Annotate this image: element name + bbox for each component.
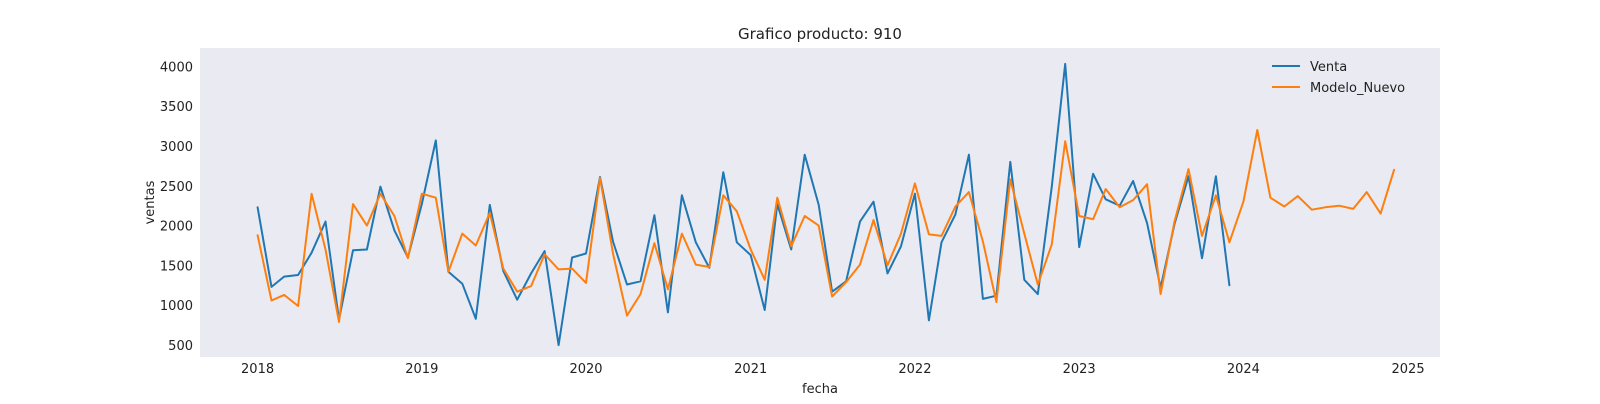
y-tick-label: 1500 <box>160 259 193 274</box>
y-tick-label: 1000 <box>160 299 193 314</box>
x-tick-label: 2018 <box>241 362 274 377</box>
legend: Venta Modelo_Nuevo <box>1272 60 1405 96</box>
x-axis-label: fecha <box>802 382 838 397</box>
x-tick-label: 2023 <box>1063 362 1096 377</box>
series-line-venta <box>256 62 1231 347</box>
series-line-modelo-nuevo <box>256 129 1396 323</box>
x-tick-label: 2025 <box>1392 362 1425 377</box>
x-tick-label: 2020 <box>569 362 602 377</box>
y-axis: 500 1000 1500 2000 2500 3000 3500 4000 <box>160 60 193 354</box>
x-tick-label: 2019 <box>405 362 438 377</box>
y-tick-label: 3500 <box>160 100 193 115</box>
chart-title: Grafico producto: 910 <box>738 25 902 43</box>
plot-area <box>200 48 1440 357</box>
x-tick-label: 2022 <box>898 362 931 377</box>
y-axis-label: ventas <box>143 180 158 224</box>
y-tick-label: 2500 <box>160 180 193 195</box>
y-tick-label: 3000 <box>160 140 193 155</box>
y-tick-label: 500 <box>168 339 193 354</box>
series-layer <box>256 62 1396 347</box>
x-tick-label: 2021 <box>734 362 767 377</box>
y-tick-label: 2000 <box>160 220 193 235</box>
x-axis: 2018 2019 2020 2021 2022 2023 2024 2025 <box>241 362 1425 377</box>
y-tick-label: 4000 <box>160 60 193 75</box>
x-tick-label: 2024 <box>1227 362 1260 377</box>
legend-label: Modelo_Nuevo <box>1310 81 1405 96</box>
legend-label: Venta <box>1310 60 1347 75</box>
